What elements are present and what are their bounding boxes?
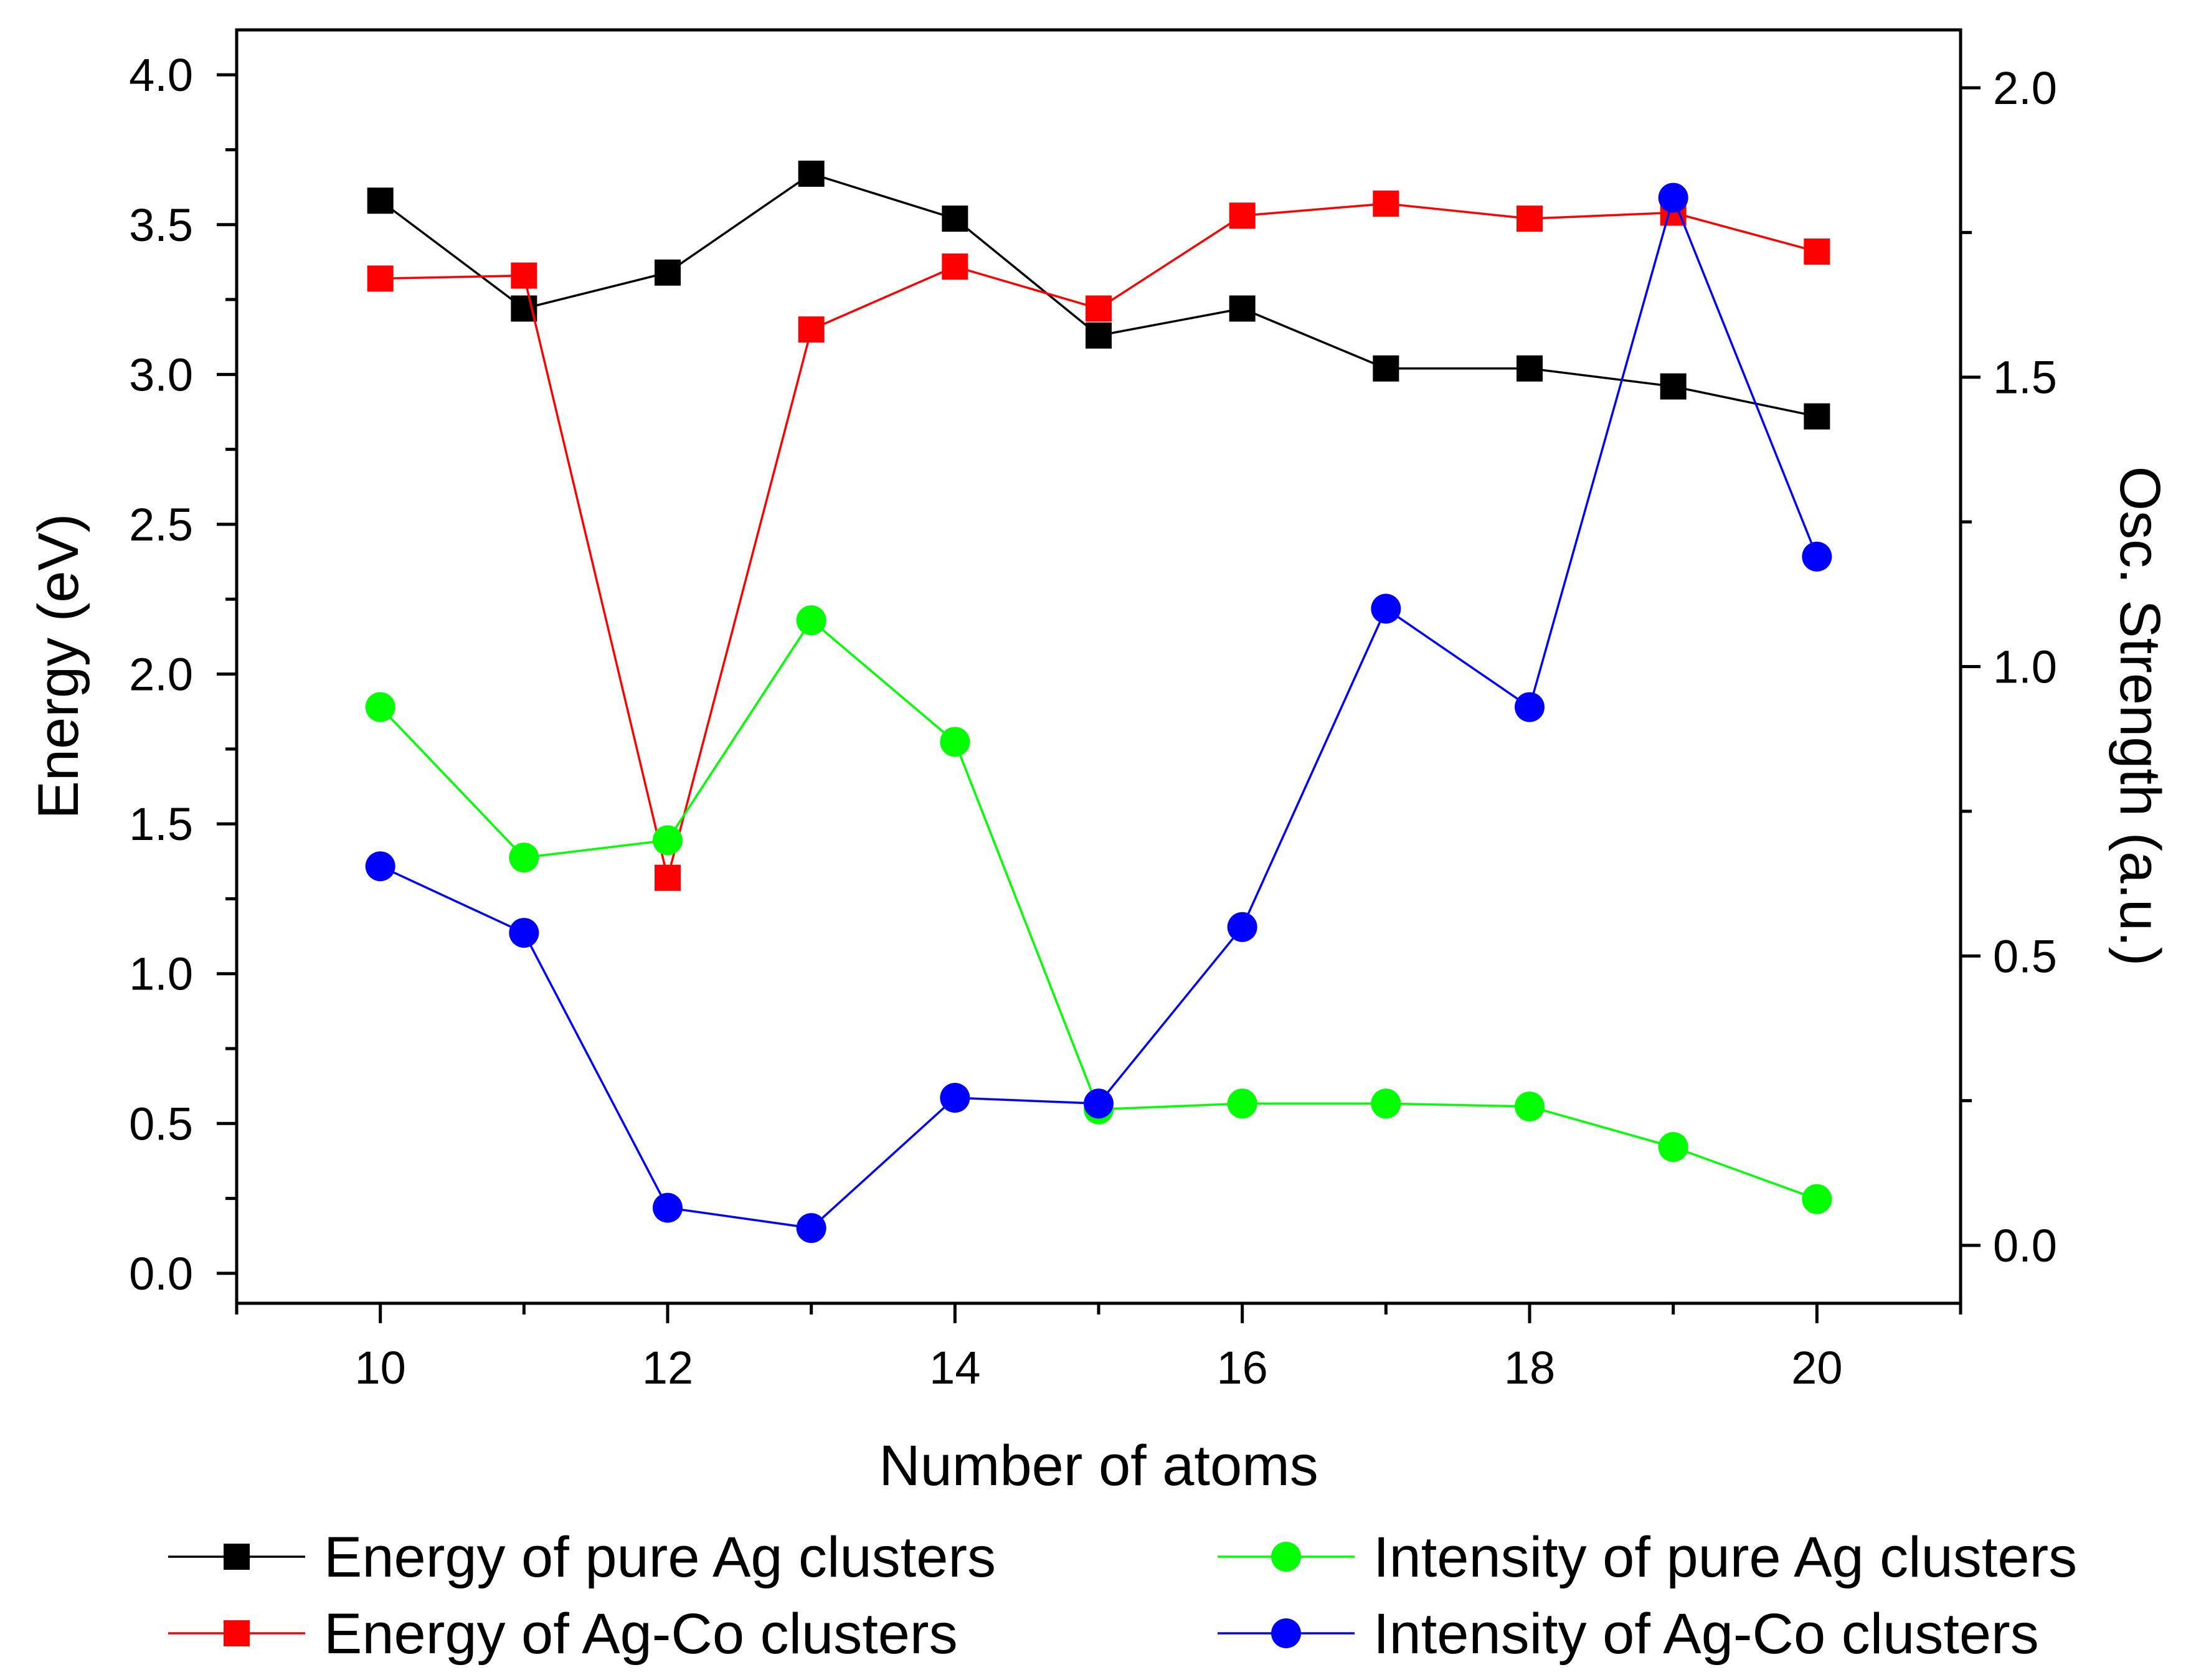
y-axis-left-label: Energy (eV) [27,514,90,819]
x-tick-label: 14 [929,1342,980,1394]
data-point [1804,238,1830,265]
data-point [653,825,683,856]
y-left-tick-label: 0.0 [129,1248,193,1300]
legend-marker [1271,1542,1301,1572]
y-left-tick-label: 2.0 [129,649,193,701]
legend: Energy of pure Ag clusters Energy of Ag-C… [168,1526,2077,1666]
data-point [1227,1088,1257,1119]
data-point [1371,1088,1401,1119]
y-left-tick-label: 4.0 [129,49,193,101]
data-point [367,265,394,292]
data-point [655,259,681,286]
data-point [365,851,395,882]
data-point [1515,692,1545,722]
data-point [511,262,537,289]
series-line [379,194,1818,1230]
data-point [1086,295,1112,322]
y-right-tick-label: 0.5 [1993,930,2057,982]
data-point [1373,355,1399,382]
data-point [1227,912,1257,942]
data-point [1802,541,1832,572]
x-tick-label: 10 [355,1342,406,1394]
data-point [942,253,968,280]
data-point [1373,191,1399,217]
y-right-tick-label: 1.0 [1993,641,2057,693]
data-point [1517,205,1543,232]
x-tick-label: 18 [1504,1342,1555,1394]
series-4 [365,182,1832,1243]
data-point [365,692,395,722]
y-left-tick-label: 3.0 [129,349,193,400]
data-point [1515,1091,1545,1121]
data-point [1371,593,1401,624]
data-point [940,1083,970,1113]
series-line [379,172,1817,418]
data-point [1086,322,1112,349]
data-point [653,1192,683,1223]
series-layer [365,160,1832,1243]
data-point [1658,1132,1688,1163]
data-point [940,727,970,757]
data-point [1802,1184,1832,1214]
y-axis-right-label: Osc. Strength (a.u.) [2108,466,2172,966]
x-tick-label: 20 [1791,1342,1842,1394]
x-axis-label: Number of atoms [879,1434,1318,1498]
data-point [1658,182,1688,213]
y-left-tick-label: 3.5 [129,199,193,251]
y-left-tick-label: 0.5 [129,1098,193,1149]
legend-marker [1271,1618,1301,1648]
data-point [509,918,539,948]
data-point [367,187,394,214]
y-left-tick-label: 1.5 [129,798,193,850]
data-point [509,842,539,873]
y-left-tick-label: 1.0 [129,948,193,1000]
y-right-tick-label: 2.0 [1993,62,2057,114]
data-point [1229,202,1256,229]
legend-item: Energy of Ag-Co clusters [168,1602,958,1666]
y-axis-left: 0.0 0.5 1.0 1.5 2.0 2.5 3.0 3.5 4.0 [129,49,237,1300]
legend-item: Intensity of pure Ag clusters [1218,1526,2077,1589]
legend-label: Energy of pure Ag clusters [324,1526,996,1589]
y-axis-right: 0.0 0.5 1.0 1.5 2.0 [1961,62,2057,1272]
legend-label: Intensity of pure Ag clusters [1373,1526,2077,1589]
series-1 [367,160,1830,430]
legend-item: Intensity of Ag-Co clusters [1218,1602,2039,1666]
series-2 [367,191,1830,891]
x-axis: 10 12 14 16 18 20 [235,1303,1962,1394]
legend-marker [224,1620,250,1646]
data-point [1660,373,1687,400]
data-point [1084,1088,1114,1119]
x-tick-label: 16 [1217,1342,1268,1394]
data-point [1517,355,1543,382]
legend-label: Intensity of Ag-Co clusters [1373,1602,2039,1666]
y-left-tick-label: 2.5 [129,499,193,550]
data-point [1229,295,1256,322]
y-right-tick-label: 0.0 [1993,1220,2057,1272]
data-point [798,316,825,343]
legend-marker [224,1544,250,1570]
y-right-tick-label: 1.5 [1993,352,2057,403]
series-3 [365,605,1832,1214]
data-point [1804,403,1830,430]
data-point [796,1213,826,1243]
data-point [798,160,825,187]
data-point [655,864,681,891]
data-point [796,605,826,636]
data-point [942,205,968,232]
legend-label: Energy of Ag-Co clusters [324,1602,958,1666]
x-tick-label: 12 [642,1342,693,1394]
legend-item: Energy of pure Ag clusters [168,1526,996,1589]
